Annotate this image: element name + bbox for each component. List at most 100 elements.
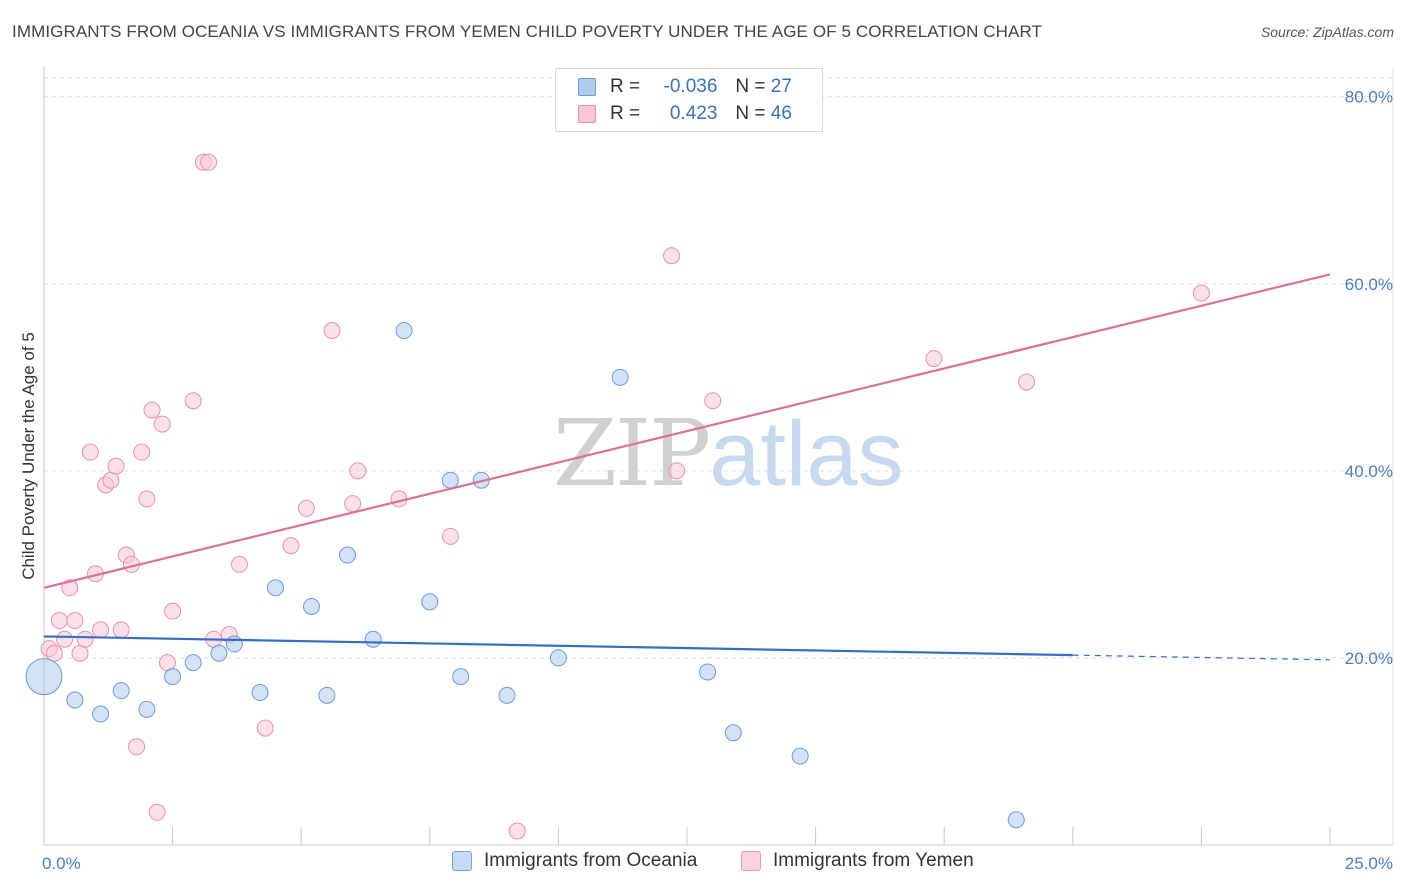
yemen-point xyxy=(66,612,84,630)
yemen-point xyxy=(133,443,151,461)
legend-n-value: 27 xyxy=(770,76,792,97)
y-tick-label: 80.0% xyxy=(1345,88,1393,107)
yemen-point xyxy=(153,415,171,433)
oceania-point xyxy=(364,630,382,648)
legend-n-label: N = xyxy=(735,76,766,97)
oceania-point xyxy=(498,686,516,704)
chart-title: IMMIGRANTS FROM OCEANIA VS IMMIGRANTS FR… xyxy=(12,22,1043,41)
yemen-point xyxy=(323,322,341,340)
oceania-point xyxy=(210,644,228,662)
oceania-point xyxy=(452,668,470,686)
legend-swatch-yemen xyxy=(578,105,596,123)
yemen-point xyxy=(128,738,146,756)
oceania-point xyxy=(395,322,413,340)
gridlines xyxy=(44,77,1393,659)
yemen-point xyxy=(164,602,182,620)
series-swatch-oceania xyxy=(452,851,472,871)
yemen-point xyxy=(344,495,362,513)
yemen-point xyxy=(50,612,68,630)
yemen-point xyxy=(508,822,526,840)
yemen-point xyxy=(256,719,274,737)
series-swatch-yemen xyxy=(741,851,761,871)
legend-swatch-oceania xyxy=(578,78,596,96)
series-legend: Immigrants from Oceania Immigrants from … xyxy=(0,850,1406,878)
watermark-zip: ZIP xyxy=(553,400,711,507)
oceania-points xyxy=(25,322,1025,829)
oceania-point xyxy=(1007,811,1025,829)
yemen-point xyxy=(92,621,110,639)
oceania-point xyxy=(791,747,809,765)
oceania-point xyxy=(549,649,567,667)
oceania-point xyxy=(421,593,439,611)
oceania-point xyxy=(25,658,63,696)
oceania-point xyxy=(338,546,356,564)
yemen-point xyxy=(184,392,202,410)
yemen-point xyxy=(297,499,315,517)
yemen-point xyxy=(925,350,943,368)
oceania-point xyxy=(699,663,717,681)
legend-r-value: -0.036 xyxy=(663,76,718,97)
yemen-point xyxy=(148,803,166,821)
yemen-point xyxy=(668,462,686,480)
yemen-point xyxy=(45,644,63,662)
oceania-point xyxy=(225,635,243,653)
legend-row-oceania: R = -0.036 N = 27 xyxy=(578,73,792,101)
oceania-point xyxy=(184,654,202,672)
yemen-point xyxy=(200,153,218,171)
legend-r-label: R = xyxy=(610,103,641,124)
yemen-point xyxy=(663,247,681,265)
series-label-oceania: Immigrants from Oceania xyxy=(484,850,698,871)
y-axis-label: Child Poverty Under the Age of 5 xyxy=(19,332,38,580)
legend-n-label: N = xyxy=(735,103,766,124)
yemen-point xyxy=(56,630,74,648)
oceania-point xyxy=(302,597,320,615)
oceania-point xyxy=(112,682,130,700)
yemen-point xyxy=(76,630,94,648)
oceania-point xyxy=(724,724,742,742)
y-tick-label: 20.0% xyxy=(1345,649,1393,668)
oceania-point xyxy=(611,368,629,386)
series-label-yemen: Immigrants from Yemen xyxy=(773,850,974,871)
legend-r-label: R = xyxy=(610,76,641,97)
yemen-point xyxy=(282,537,300,555)
watermark-atlas: atlas xyxy=(709,403,904,505)
correlation-legend: R = -0.036 N = 27 R = 0.423 N = 46 xyxy=(555,68,823,132)
legend-r-value: 0.423 xyxy=(669,103,718,124)
yemen-point xyxy=(441,527,459,545)
axes xyxy=(43,67,1394,846)
x-tick-label: 0.0% xyxy=(42,854,81,873)
oceania-point xyxy=(138,700,156,718)
oceania-trend-extension xyxy=(1072,654,1331,661)
yemen-point xyxy=(230,555,248,573)
oceania-trend-line xyxy=(43,635,1073,657)
oceania-point xyxy=(318,686,336,704)
y-tick-label: 40.0% xyxy=(1345,462,1393,481)
yemen-point xyxy=(1018,373,1036,391)
oceania-point xyxy=(266,579,284,597)
oceania-point xyxy=(251,684,269,702)
yemen-point xyxy=(143,401,161,419)
yemen-point xyxy=(349,462,367,480)
yemen-point xyxy=(138,490,156,508)
x-tick-label: 25.0% xyxy=(1345,854,1393,873)
yemen-point xyxy=(704,392,722,410)
yemen-point xyxy=(81,443,99,461)
oceania-point xyxy=(92,705,110,723)
oceania-point xyxy=(164,668,182,686)
yemen-point xyxy=(112,621,130,639)
yemen-point xyxy=(61,579,79,597)
yemen-trend-line xyxy=(43,273,1331,589)
series-legend-yemen: Immigrants from Yemen xyxy=(741,850,974,872)
oceania-point xyxy=(441,471,459,489)
yemen-point xyxy=(1192,284,1210,302)
legend-row-yemen: R = 0.423 N = 46 xyxy=(578,100,792,128)
source-credit: Source: ZipAtlas.com xyxy=(1260,24,1394,40)
trend-lines xyxy=(43,273,1331,661)
watermark: ZIPatlas xyxy=(553,400,904,507)
legend-n-value: 46 xyxy=(770,103,792,124)
series-legend-oceania: Immigrants from Oceania xyxy=(452,850,697,872)
yemen-points xyxy=(40,153,1210,840)
y-tick-label: 60.0% xyxy=(1345,275,1393,294)
yemen-point xyxy=(107,457,125,475)
